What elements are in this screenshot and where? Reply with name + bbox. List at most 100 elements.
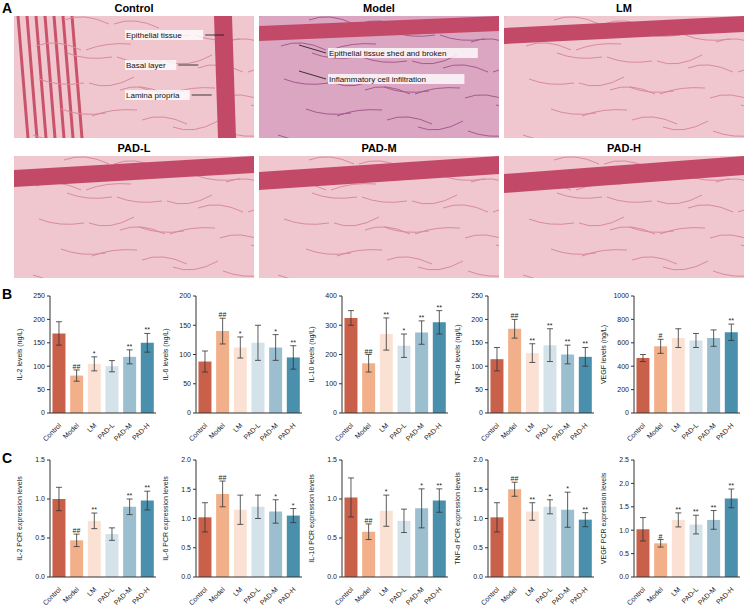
svg-text:50: 50 <box>475 386 483 393</box>
svg-text:250: 250 <box>33 292 45 299</box>
svg-text:Control: Control <box>41 421 62 442</box>
svg-text:250: 250 <box>471 292 483 299</box>
svg-text:Control: Control <box>333 585 354 606</box>
svg-text:Control: Control <box>41 585 62 606</box>
svg-text:0: 0 <box>333 409 337 416</box>
svg-text:*: * <box>292 502 295 509</box>
svg-text:1000: 1000 <box>613 292 629 299</box>
svg-text:800: 800 <box>617 316 629 323</box>
svg-text:##: ## <box>511 475 519 482</box>
svg-text:Control: Control <box>187 421 208 442</box>
svg-text:PAD-H: PAD-H <box>131 586 151 606</box>
svg-text:PAD-H: PAD-H <box>569 586 589 606</box>
svg-text:0.5: 0.5 <box>619 550 629 557</box>
svg-text:**: ** <box>565 338 571 345</box>
svg-text:LM: LM <box>524 585 536 597</box>
svg-text:**: ** <box>144 326 150 333</box>
svg-text:Inflammatory cell infiltration: Inflammatory cell infiltration <box>329 75 426 84</box>
svg-text:PAD-M: PAD-M <box>696 421 717 442</box>
svg-text:Control: Control <box>625 421 646 442</box>
svg-text:LM: LM <box>670 585 682 597</box>
svg-text:IL-6 PCR expression levels: IL-6 PCR expression levels <box>162 476 170 561</box>
svg-text:*: * <box>239 330 242 337</box>
svg-text:200: 200 <box>471 316 483 323</box>
svg-text:*: * <box>548 493 551 500</box>
svg-text:IL-2 PCR expression levels: IL-2 PCR expression levels <box>16 476 24 561</box>
svg-text:100: 100 <box>33 363 45 370</box>
svg-text:LM: LM <box>232 585 244 597</box>
svg-text:2.0: 2.0 <box>181 456 191 463</box>
svg-text:Model: Model <box>208 585 227 604</box>
svg-text:1.5: 1.5 <box>473 486 483 493</box>
svg-text:#: # <box>659 533 663 540</box>
svg-text:**: ** <box>675 506 681 513</box>
svg-text:1.5: 1.5 <box>35 456 45 463</box>
svg-text:VEGF levels (ng/L): VEGF levels (ng/L) <box>600 325 608 384</box>
svg-text:*: * <box>402 327 405 334</box>
svg-text:**: ** <box>419 314 425 321</box>
svg-text:IL-10 PCR expression levels: IL-10 PCR expression levels <box>308 474 316 563</box>
svg-text:0: 0 <box>625 409 629 416</box>
svg-text:##: ## <box>73 527 81 534</box>
svg-text:Model: Model <box>62 585 81 604</box>
svg-text:1.5: 1.5 <box>327 456 337 463</box>
svg-text:0.0: 0.0 <box>35 573 45 580</box>
svg-text:200: 200 <box>33 316 45 323</box>
svg-text:PAD-M: PAD-M <box>258 421 279 442</box>
svg-text:200: 200 <box>617 386 629 393</box>
svg-text:##: ## <box>365 348 373 355</box>
svg-text:Model: Model <box>646 585 665 604</box>
svg-text:LM: LM <box>378 585 390 597</box>
svg-text:0.5: 0.5 <box>473 544 483 551</box>
svg-text:TNF-α PCR expression levels: TNF-α PCR expression levels <box>454 472 462 565</box>
svg-text:**: ** <box>436 304 442 311</box>
svg-text:200: 200 <box>179 292 191 299</box>
svg-text:PAD-M: PAD-M <box>258 585 279 606</box>
svg-text:PAD-H: PAD-H <box>131 422 151 442</box>
svg-text:PAD-M: PAD-M <box>404 585 425 606</box>
svg-text:PAD-H: PAD-H <box>715 586 735 606</box>
svg-text:LM: LM <box>232 421 244 433</box>
svg-text:50: 50 <box>37 386 45 393</box>
svg-text:Control: Control <box>625 585 646 606</box>
svg-text:**: ** <box>383 311 389 318</box>
svg-text:0.5: 0.5 <box>327 534 337 541</box>
svg-text:0.5: 0.5 <box>35 534 45 541</box>
svg-text:*: * <box>93 350 96 357</box>
svg-text:**: ** <box>290 339 296 346</box>
svg-text:Model: Model <box>500 585 519 604</box>
svg-text:0.0: 0.0 <box>473 573 483 580</box>
svg-text:400: 400 <box>617 363 629 370</box>
svg-text:PAD-H: PAD-H <box>569 422 589 442</box>
svg-text:50: 50 <box>183 380 191 387</box>
svg-text:1.0: 1.0 <box>327 495 337 502</box>
svg-text:*: * <box>566 485 569 492</box>
svg-text:0: 0 <box>479 409 483 416</box>
svg-text:Control: Control <box>479 421 500 442</box>
svg-text:*: * <box>385 488 388 495</box>
svg-text:**: ** <box>436 482 442 489</box>
svg-text:LM: LM <box>86 421 98 433</box>
svg-text:##: ## <box>511 312 519 319</box>
svg-text:LM: LM <box>378 421 390 433</box>
svg-text:*: * <box>420 482 423 489</box>
svg-text:IL-10 levels (ng/L): IL-10 levels (ng/L) <box>308 326 316 382</box>
svg-text:0.0: 0.0 <box>327 573 337 580</box>
svg-text:1.0: 1.0 <box>181 515 191 522</box>
svg-text:Epithelial tissue: Epithelial tissue <box>126 31 182 40</box>
svg-text:**: ** <box>693 508 699 515</box>
svg-text:**: ** <box>728 317 734 324</box>
svg-text:100: 100 <box>179 351 191 358</box>
svg-text:**: ** <box>144 484 150 491</box>
svg-text:600: 600 <box>617 339 629 346</box>
svg-text:1.0: 1.0 <box>473 515 483 522</box>
svg-text:##: ## <box>219 311 227 318</box>
svg-text:*: * <box>274 493 277 500</box>
svg-text:Control: Control <box>187 585 208 606</box>
svg-text:1.5: 1.5 <box>619 503 629 510</box>
svg-text:1.0: 1.0 <box>619 527 629 534</box>
svg-text:LM: LM <box>670 421 682 433</box>
svg-text:Basal layer: Basal layer <box>126 61 166 70</box>
svg-text:Model: Model <box>62 421 81 440</box>
svg-text:2.0: 2.0 <box>619 480 629 487</box>
